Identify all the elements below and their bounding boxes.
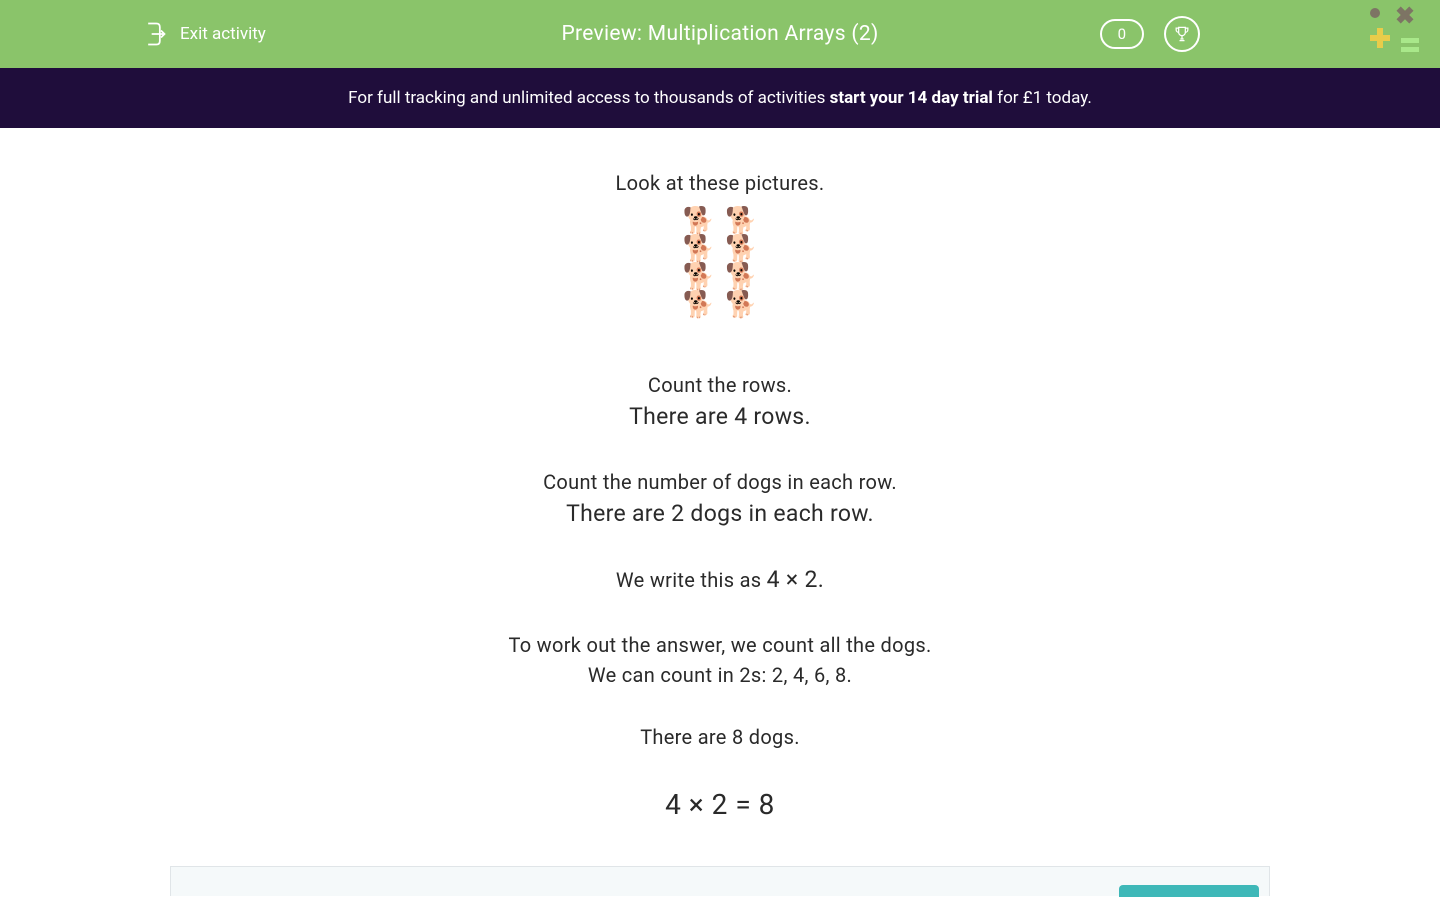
footer-area xyxy=(170,866,1270,896)
count-rows-result: There are 4 rows. xyxy=(290,400,1150,435)
dog-icon: 🐕 xyxy=(725,264,757,290)
trial-banner[interactable]: For full tracking and unlimited access t… xyxy=(0,68,1440,128)
page-title: Preview: Multiplication Arrays (2) xyxy=(561,22,878,46)
dog-row: 🐕🐕 xyxy=(683,208,758,234)
header: Exit activity Preview: Multiplication Ar… xyxy=(0,0,1440,68)
workout-2: We can count in 2s: 2, 4, 6, 8. xyxy=(290,660,1150,690)
dog-icon: 🐕 xyxy=(683,208,715,234)
trophy-badge[interactable] xyxy=(1164,16,1200,52)
corner-decoration xyxy=(1360,5,1430,64)
exit-icon xyxy=(140,20,168,48)
header-right: 0 xyxy=(1100,16,1200,52)
final-equation: 4 × 2 = 8 xyxy=(290,784,1150,826)
count-cols-label: Count the number of dogs in each row. xyxy=(290,467,1150,497)
banner-text-bold: start your 14 day trial xyxy=(830,88,993,108)
dog-icon: 🐕 xyxy=(683,264,715,290)
dog-icon: 🐕 xyxy=(683,292,715,318)
equation-intro-value: 4 × 2. xyxy=(767,566,824,593)
equation-intro-before: We write this as xyxy=(616,568,767,592)
count-rows-label: Count the rows. xyxy=(290,370,1150,400)
result-text: There are 8 dogs. xyxy=(290,722,1150,752)
dog-array: 🐕🐕🐕🐕🐕🐕🐕🐕 xyxy=(683,208,758,320)
intro-text: Look at these pictures. xyxy=(290,168,1150,198)
workout-1: To work out the answer, we count all the… xyxy=(290,630,1150,660)
dog-row: 🐕🐕 xyxy=(683,236,758,262)
banner-text-after: for £1 today. xyxy=(993,88,1092,108)
footer-button-hint[interactable] xyxy=(1119,885,1259,897)
dog-icon: 🐕 xyxy=(725,236,757,262)
dog-icon: 🐕 xyxy=(725,292,757,318)
trophy-icon xyxy=(1172,24,1192,44)
score-badge: 0 xyxy=(1100,19,1144,49)
dog-icon: 🐕 xyxy=(683,236,715,262)
count-cols-result: There are 2 dogs in each row. xyxy=(290,497,1150,532)
dog-row: 🐕🐕 xyxy=(683,264,758,290)
dog-icon: 🐕 xyxy=(725,208,757,234)
equation-intro: We write this as 4 × 2. xyxy=(290,563,1150,598)
content-area: Look at these pictures. 🐕🐕🐕🐕🐕🐕🐕🐕 Count t… xyxy=(270,128,1170,866)
exit-activity-button[interactable]: Exit activity xyxy=(140,20,266,48)
dog-row: 🐕🐕 xyxy=(683,292,758,318)
banner-text-before: For full tracking and unlimited access t… xyxy=(348,88,829,108)
exit-activity-label: Exit activity xyxy=(180,24,266,44)
